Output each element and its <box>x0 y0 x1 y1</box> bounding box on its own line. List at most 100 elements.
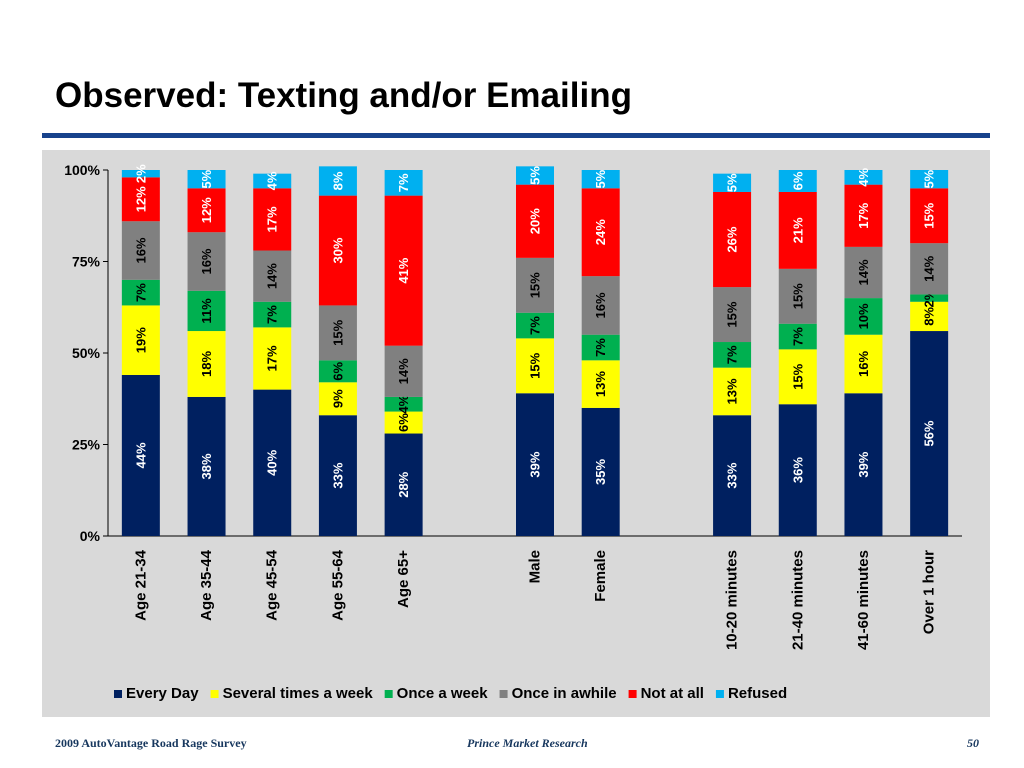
bar-segment-not-at-all-10-20-minutes <box>713 191 752 288</box>
data-label-refused-age-35-44: 5% <box>199 169 214 188</box>
bar-segment-several-times-a-week-age-35-44 <box>187 331 226 397</box>
bar-segment-refused-41-60-minutes <box>844 170 883 185</box>
bar-segment-several-times-a-week-age-45-54 <box>253 327 292 390</box>
data-label-refused-female: 5% <box>593 169 608 188</box>
bar-segment-refused-age-45-54 <box>253 173 292 189</box>
data-label-every-day-male: 39% <box>528 451 543 477</box>
bar-segment-once-in-awhile-age-45-54 <box>253 250 292 302</box>
bar-segment-several-times-a-week-age-65 <box>384 411 423 434</box>
bar-segment-refused-age-55-64 <box>318 166 357 196</box>
data-label-several-times-a-week-age-55-64: 9% <box>330 389 345 408</box>
bar-segment-once-in-awhile-female <box>581 276 620 335</box>
data-label-not-at-all-male: 20% <box>528 208 543 234</box>
bar-segment-several-times-a-week-age-21-34 <box>121 305 160 375</box>
data-label-every-day-age-55-64: 33% <box>330 462 345 488</box>
bar-segment-once-in-awhile-male <box>516 257 554 313</box>
bar-segment-several-times-a-week-male <box>516 338 554 394</box>
data-label-once-a-week-age-21-34: 7% <box>133 283 148 302</box>
bar-segment-every-day-age-35-44 <box>187 396 226 536</box>
y-tick-label: 50% <box>72 345 101 361</box>
bar-segment-once-a-week-age-35-44 <box>187 290 226 332</box>
legend-swatch-not-at-all <box>628 690 637 698</box>
category-label-41-60-minutes: 41-60 minutes <box>855 550 872 650</box>
bar-segment-refused-female <box>581 170 620 189</box>
bar-segment-every-day-age-21-34 <box>121 374 160 536</box>
data-label-not-at-all-age-55-64: 30% <box>330 237 345 263</box>
category-label-over-1-hour: Over 1 hour <box>921 550 938 634</box>
data-label-not-at-all-age-45-54: 17% <box>265 206 280 232</box>
data-label-every-day-10-20-minutes: 33% <box>725 462 740 488</box>
legend-item-not-at-all: Not at all <box>628 685 704 702</box>
data-label-once-in-awhile-21-40-minutes: 15% <box>790 283 805 309</box>
data-label-several-times-a-week-41-60-minutes: 16% <box>856 351 871 377</box>
bar-segment-refused-10-20-minutes <box>713 173 752 192</box>
data-label-once-a-week-age-55-64: 6% <box>330 361 345 380</box>
bar-segment-refused-male <box>516 166 554 185</box>
data-label-refused-age-21-34: 2% <box>133 164 148 183</box>
legend-item-once-a-week: Once a week <box>384 685 489 702</box>
bar-segment-not-at-all-age-65 <box>384 195 423 346</box>
data-label-once-in-awhile-age-45-54: 14% <box>265 263 280 289</box>
data-label-refused-21-40-minutes: 6% <box>790 171 805 190</box>
bar-segment-once-a-week-10-20-minutes <box>713 342 752 368</box>
bar-segment-every-day-over-1-hour <box>910 331 949 536</box>
data-label-once-a-week-41-60-minutes: 10% <box>856 303 871 329</box>
data-label-every-day-21-40-minutes: 36% <box>790 457 805 483</box>
data-label-not-at-all-10-20-minutes: 26% <box>725 226 740 252</box>
data-label-several-times-a-week-21-40-minutes: 15% <box>790 363 805 389</box>
data-label-every-day-age-65: 28% <box>396 471 411 497</box>
data-label-several-times-a-week-female: 13% <box>593 371 608 397</box>
bar-segment-several-times-a-week-21-40-minutes <box>778 349 817 405</box>
bar-segment-not-at-all-female <box>581 188 620 277</box>
data-label-refused-10-20-minutes: 5% <box>725 173 740 192</box>
y-tick-label: 100% <box>64 162 100 178</box>
data-label-several-times-a-week-age-65: 6% <box>396 413 411 432</box>
bar-segment-once-a-week-over-1-hour <box>910 294 949 302</box>
legend-item-every-day: Every Day <box>114 685 199 702</box>
bar-segment-refused-over-1-hour <box>910 170 949 189</box>
bar-segment-every-day-age-55-64 <box>318 415 357 536</box>
data-label-once-in-awhile-10-20-minutes: 15% <box>725 301 740 327</box>
bar-segment-every-day-male <box>516 393 554 536</box>
bar-segment-once-a-week-age-55-64 <box>318 360 357 383</box>
data-label-once-a-week-age-45-54: 7% <box>265 305 280 324</box>
data-label-once-in-awhile-female: 16% <box>593 292 608 318</box>
data-label-once-in-awhile-age-35-44: 16% <box>199 248 214 274</box>
data-label-once-in-awhile-41-60-minutes: 14% <box>856 259 871 285</box>
y-tick-label: 0% <box>80 528 101 544</box>
data-label-once-a-week-female: 7% <box>593 338 608 357</box>
data-label-once-a-week-age-65: 4% <box>396 394 411 413</box>
y-tick-label: 75% <box>72 254 101 270</box>
data-label-once-a-week-male: 7% <box>528 316 543 335</box>
category-label-10-20-minutes: 10-20 minutes <box>724 550 741 650</box>
legend-label-every-day: Every Day <box>126 685 199 702</box>
bar-segment-once-a-week-age-65 <box>384 396 423 412</box>
data-label-every-day-age-35-44: 38% <box>199 453 214 479</box>
legend-swatch-once-in-awhile <box>499 690 508 698</box>
bar-segment-not-at-all-age-45-54 <box>253 188 292 251</box>
bar-segment-refused-21-40-minutes <box>778 170 817 192</box>
y-tick-label: 25% <box>72 437 101 453</box>
data-label-refused-male: 5% <box>528 166 543 185</box>
data-label-refused-41-60-minutes: 4% <box>856 167 871 186</box>
data-label-refused-age-55-64: 8% <box>330 171 345 190</box>
legend-label-once-a-week: Once a week <box>397 685 489 702</box>
bar-segment-several-times-a-week-10-20-minutes <box>713 367 752 416</box>
category-label-age-55-64: Age 55-64 <box>329 549 346 621</box>
category-label-female: Female <box>592 550 609 602</box>
legend-item-several-times-a-week: Several times a week <box>210 685 373 702</box>
bar-segment-once-in-awhile-age-21-34 <box>121 221 160 280</box>
bar-segment-once-a-week-41-60-minutes <box>844 298 883 335</box>
bar-segment-not-at-all-over-1-hour <box>910 188 949 244</box>
bar-segment-several-times-a-week-41-60-minutes <box>844 334 883 394</box>
data-label-every-day-female: 35% <box>593 459 608 485</box>
bar-segment-once-in-awhile-21-40-minutes <box>778 268 817 324</box>
data-label-refused-over-1-hour: 5% <box>922 169 937 188</box>
legend-item-refused: Refused <box>715 685 787 702</box>
data-label-once-a-week-age-35-44: 11% <box>199 298 214 324</box>
bar-segment-refused-age-35-44 <box>187 170 226 189</box>
data-label-several-times-a-week-over-1-hour: 8% <box>922 307 937 326</box>
bar-segment-every-day-age-65 <box>384 433 423 536</box>
data-label-once-a-week-21-40-minutes: 7% <box>790 327 805 346</box>
bar-segment-not-at-all-41-60-minutes <box>844 184 883 247</box>
